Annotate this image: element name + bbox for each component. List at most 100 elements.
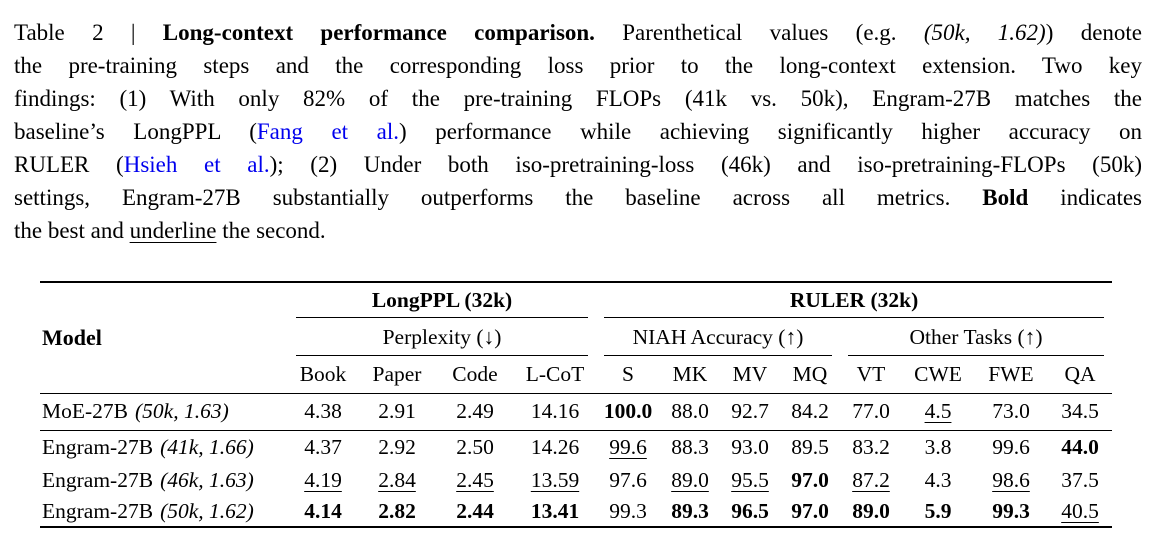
divider-rule [296,316,588,318]
citation-link-hsieh[interactable]: Hsieh et al. [123,152,270,177]
model-cell: MoE-27B (50k, 1.63) [40,393,288,430]
caption-line: baseline’s LongPPL (Fang et al.) perform… [14,115,1142,148]
caption-text: ) denote [1045,20,1142,45]
citation-link-fang[interactable]: Fang et al. [256,119,400,144]
table-cell: 40.5 [1061,498,1099,523]
table-cell: 97.0 [791,468,829,492]
model-config: (41k, 1.66) [160,435,254,460]
subgroup-header-label: Perplexity (↓) [382,324,502,349]
subgroup-header-niah: NIAH Accuracy (↑) [596,318,840,356]
model-config: (50k, 1.62) [160,498,254,523]
table-cell: 4.38 [304,399,342,423]
table-cell: 89.0 [852,498,890,523]
group-header-ruler: RULER (32k) [596,282,1112,318]
group-header-label: LongPPL (32k) [371,288,513,312]
col-header-mk: MK [660,356,720,394]
subgroup-header-other-tasks: Other Tasks (↑) [840,318,1112,356]
caption-line: RULER (Hsieh et al.); (2) Under both iso… [14,148,1142,181]
caption-text: findings: (1) With only 82% of the pre-t… [14,86,1142,111]
table-cell: 5.9 [924,498,952,523]
table-cell: 98.6 [992,468,1030,492]
caption-text: Table 2 | [14,20,163,45]
table-cell: 99.6 [992,435,1030,460]
caption-text: ); (2) Under both iso-pretraining-loss (… [269,152,1142,177]
divider-rule [296,354,588,356]
header-row-subgroups: Perplexity (↓) NIAH Accuracy (↑) Other T… [40,318,1112,356]
table-cell: 4.14 [304,498,342,523]
caption-text: the best and [14,218,130,243]
results-table: Model LongPPL (32k) RULER (32k) Perplexi… [40,281,1113,528]
col-header-code: Code [436,356,514,394]
group-header-longppl: LongPPL (32k) [288,282,596,318]
table-row-engram-46k: Engram-27B (46k, 1.63) 4.19 2.84 2.45 13.… [40,465,1112,496]
table-cell: 2.92 [378,435,416,460]
table-cell: 4.3 [924,468,952,492]
table-cell: 93.0 [731,435,769,460]
table-cell: 73.0 [992,399,1030,423]
col-header-mv: MV [720,356,780,394]
model-cell: Engram-27B (41k, 1.66) [40,430,288,465]
table-cell: 99.6 [609,435,647,460]
table-cell: 95.5 [731,468,769,492]
col-header-cwe: CWE [902,356,974,394]
model-config: (46k, 1.63) [160,468,254,492]
table-cell: 2.82 [378,498,416,523]
table-cell: 100.0 [603,399,653,423]
divider-rule [604,316,1105,318]
table-cell: 89.0 [671,468,709,492]
table-cell: 88.3 [671,435,709,460]
caption-text: settings, Engram-27B substantially outpe… [14,185,983,210]
divider-rule [604,354,832,356]
table-cell: 89.5 [791,435,829,460]
caption-text: the second. [216,218,326,243]
caption-line: findings: (1) With only 82% of the pre-t… [14,82,1142,115]
table-cell: 2.49 [456,399,494,423]
table-row-engram-41k: Engram-27B (41k, 1.66) 4.37 2.92 2.50 14.… [40,430,1112,465]
subgroup-header-label: NIAH Accuracy (↑) [632,324,804,349]
table-cell: 2.45 [456,468,494,492]
header-row-groups: Model LongPPL (32k) RULER (32k) [40,282,1112,394]
table-cell: 97.0 [791,498,829,523]
col-header-mq: MQ [780,356,840,394]
table-cell: 37.5 [1061,468,1099,492]
table-cell: 97.6 [609,468,647,492]
col-header-fwe: FWE [974,356,1048,394]
col-header-qa: QA [1048,356,1113,394]
table-row-moe-27b: MoE-27B (50k, 1.63) 4.38 2.91 2.49 14.16 … [40,393,1113,430]
caption-text: ) performance while achieving significan… [399,119,1142,144]
table-cell: 2.91 [378,399,416,423]
table-cell: 44.0 [1061,435,1099,460]
subgroup-header-label: Other Tasks (↑) [909,324,1043,349]
subgroup-header-perplexity: Perplexity (↓) [288,318,596,356]
table-cell: 83.2 [852,435,890,460]
caption-bold-word: Bold [982,185,1029,210]
col-header-paper: Paper [358,356,436,394]
model-cell: Engram-27B (50k, 1.62) [40,496,288,527]
table-cell: 34.5 [1061,399,1099,423]
col-header-s: S [596,356,660,394]
model-name: Engram-27B [42,498,154,523]
table-cell: 4.5 [924,399,952,423]
table-cell: 4.37 [304,435,342,460]
table-cell: 92.7 [731,399,769,423]
model-config: (50k, 1.63) [135,399,229,423]
caption-underline-word: underline [129,218,217,243]
caption-line: the pre-training steps and the correspon… [14,49,1142,82]
model-cell: Engram-27B (46k, 1.63) [40,465,288,496]
table-cell: 3.8 [924,435,952,460]
model-name: MoE-27B [42,399,128,423]
group-header-label: RULER (32k) [789,288,919,312]
caption-line: Table 2 | Long-context performance compa… [14,16,1142,49]
col-header-vt: VT [840,356,902,394]
table-cell: 14.16 [530,399,580,423]
table-caption: Table 2 | Long-context performance compa… [14,16,1142,247]
divider-rule [848,354,1105,356]
col-header-lcot: L-CoT [514,356,596,394]
table-cell: 2.50 [456,435,494,460]
table-cell: 2.84 [378,468,416,492]
caption-line: the best and underline the second. [14,214,1142,247]
table-cell: 84.2 [791,399,829,423]
caption-line: settings, Engram-27B substantially outpe… [14,181,1142,214]
header-row-columns: Book Paper Code L-CoT S MK MV MQ VT CWE … [40,356,1113,394]
